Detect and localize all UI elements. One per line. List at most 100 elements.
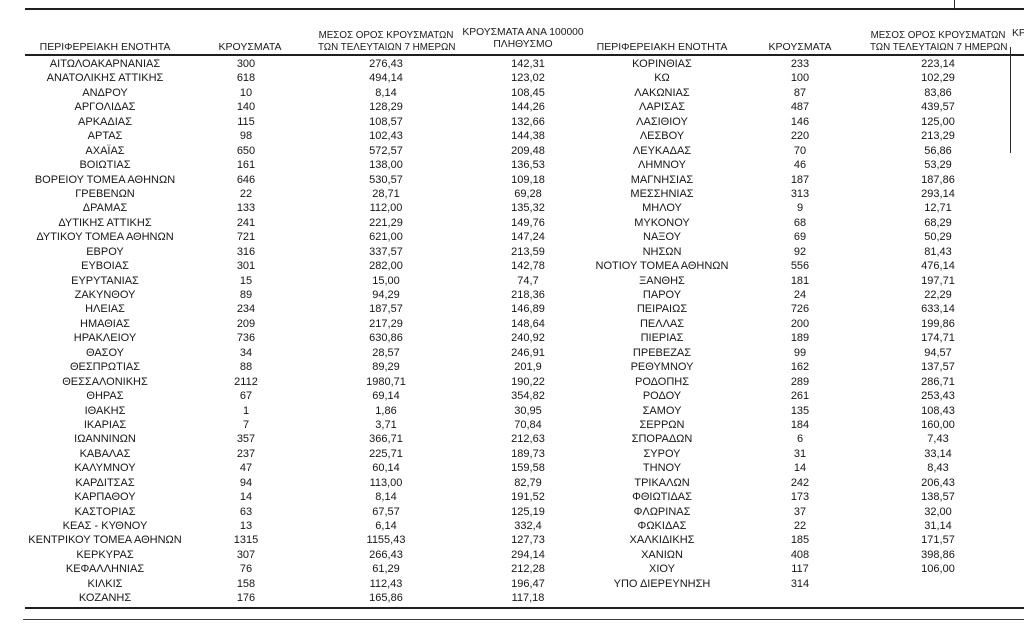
left-cases-header: ΚΡΟΥΣΜΑΤΑ: [218, 41, 282, 53]
avg7-cell: 138,57: [921, 491, 955, 504]
cases-cell: 220: [790, 130, 810, 143]
table-row: ΑΙΤΩΛΟΑΚΑΡΝΑΝΙΑΣ 300 276,43 142,31: [0, 57, 1024, 71]
cases-cell: 301: [236, 260, 256, 273]
region-cell: ΚΙΛΚΙΣ: [87, 577, 123, 590]
region-cell: ΚΑΒΑΛΑΣ: [79, 447, 131, 460]
cases-cell: 6: [796, 433, 804, 446]
per100k-cell: 209,48: [511, 144, 545, 157]
table-row: ΚΑΡΔΙΤΣΑΣ 94 113,00 82,79: [0, 476, 1024, 490]
region-cell: ΝΟΤΙΟΥ ΤΟΜΕΑ ΑΘΗΝΩΝ: [595, 260, 729, 273]
region-cell: ΕΥΡΥΤΑΝΙΑΣ: [71, 274, 139, 287]
table-row: ΚΕΝΤΡΙΚΟΥ ΤΟΜΕΑ ΑΘΗΝΩΝ 1315 1155,43 127,73: [0, 533, 1024, 547]
per100k-cell: 117,18: [511, 592, 545, 605]
per100k-cell: 142,78: [511, 260, 545, 273]
region-cell: ΚΕΡΚΥΡΑΣ: [76, 548, 134, 561]
avg7-cell: 8,43: [927, 462, 949, 475]
region-cell: ΣΥΡΟΥ: [643, 447, 681, 460]
cases-cell: 133: [236, 202, 256, 215]
header-underline: [25, 54, 1024, 56]
table-row: ΑΡΤΑΣ 98 102,43 144,38: [0, 129, 1024, 143]
per100k-cell: 332,4: [514, 520, 542, 532]
avg7-cell: 68,29: [924, 216, 952, 229]
avg7-cell: 89,29: [372, 361, 400, 374]
region-cell: ΝΗΣΩΝ: [642, 245, 682, 258]
per100k-cell: 146,89: [511, 303, 545, 316]
avg7-cell: 94,57: [924, 346, 952, 359]
avg7-cell: 67,57: [372, 505, 400, 518]
table-row: ΚΑΛΥΜΝΟΥ 47 60,14 159,58: [0, 461, 1024, 475]
region-cell: ΛΗΜΝΟΥ: [638, 159, 686, 172]
avg7-cell: 225,71: [369, 447, 403, 460]
table-row: ΚΑΒΑΛΑΣ 237 225,71 189,73: [0, 447, 1024, 461]
avg7-cell: 56,86: [924, 144, 952, 157]
cases-cell: 408: [790, 548, 810, 561]
cases-cell: 209: [236, 317, 256, 330]
avg7-cell: 187,86: [921, 173, 955, 186]
table-row: ΜΑΓΝΗΣΙΑΣ 187 187,86: [0, 173, 1024, 187]
region-cell: ΜΗΛΟΥ: [642, 202, 682, 215]
table-row: ΒΟΙΩΤΙΑΣ 161 138,00 136,53: [0, 158, 1024, 172]
table-row: ΠΕΙΡΑΙΩΣ 726 633,14: [0, 302, 1024, 316]
right-avg7-header-line1: ΜΕΣΟΣ ΟΡΟΣ ΚΡΟΥΣΜΑΤΩΝ: [870, 30, 1006, 41]
per100k-cell: 149,76: [511, 216, 545, 229]
avg7-cell: 494,14: [369, 72, 403, 85]
table-row: ΜΥΚΟΝΟΥ 68 68,29: [0, 216, 1024, 230]
region-cell: ΣΕΡΡΩΝ: [639, 418, 685, 431]
cases-cell: 89: [239, 289, 253, 301]
left-region-header: ΠΕΡΙΦΕΡΕΙΑΚΗ ΕΝΟΤΗΤΑ: [39, 41, 171, 53]
region-cell: ΜΑΓΝΗΣΙΑΣ: [630, 173, 694, 186]
cases-cell: 117: [791, 563, 809, 576]
region-cell: ΑΝΔΡΟΥ: [82, 86, 128, 99]
region-cell: ΚΑΛΥΜΝΟΥ: [74, 462, 136, 475]
table-row: ΤΗΝΟΥ 14 8,43: [0, 461, 1024, 475]
avg7-cell: 102,43: [369, 130, 403, 143]
per100k-cell: 82,79: [514, 476, 542, 489]
region-cell: ΒΟΙΩΤΙΑΣ: [79, 159, 131, 172]
avg7-cell: 94,29: [372, 289, 400, 301]
region-cell: ΠΕΙΡΑΙΩΣ: [636, 303, 688, 316]
cases-cell: 158: [236, 577, 256, 590]
cases-cell: 307: [236, 548, 256, 561]
cases-cell: 556: [790, 260, 810, 273]
cases-cell: 34: [239, 346, 253, 359]
avg7-cell: 266,43: [369, 548, 403, 561]
region-cell: ΘΕΣΠΡΩΤΙΑΣ: [69, 361, 141, 374]
region-cell: ΒΟΡΕΙΟΥ ΤΟΜΕΑ ΑΘΗΝΩΝ: [34, 173, 176, 186]
region-cell: ΡΕΘΥΜΝΟΥ: [630, 361, 694, 374]
table-row: ΕΒΡΟΥ 316 337,57 213,59: [0, 245, 1024, 259]
cases-cell: 67: [239, 390, 253, 403]
region-cell: ΚΕΑΣ - ΚΥΘΝΟΥ: [62, 520, 148, 532]
region-cell: ΧΙΟΥ: [649, 563, 675, 576]
table-row: ΧΑΝΙΩΝ 408 398,86: [0, 548, 1024, 562]
avg7-cell: 160,00: [921, 418, 955, 431]
avg7-cell: 125,00: [921, 115, 955, 128]
per100k-cell: 144,26: [511, 101, 545, 114]
region-cell: ΗΛΕΙΑΣ: [85, 303, 125, 316]
region-cell: ΧΑΛΚΙΔΙΚΗΣ: [629, 534, 695, 547]
per100k-cell: 189,73: [511, 447, 545, 460]
per100k-cell: 123,02: [511, 72, 545, 85]
cases-cell: 300: [236, 58, 256, 70]
region-cell: ΚΑΣΤΟΡΙΑΣ: [74, 505, 136, 518]
region-cell: ΡΟΔΟΠΗΣ: [634, 375, 690, 388]
table-row: ΠΕΛΛΑΣ 200 199,86: [0, 317, 1024, 331]
region-cell: ΦΛΩΡΙΝΑΣ: [633, 505, 691, 518]
table-row: ΙΚΑΡΙΑΣ 7 3,71 70,84: [0, 418, 1024, 432]
cases-cell: 22: [793, 520, 807, 532]
per100k-cell: 218,36: [511, 289, 545, 301]
table-row: ΚΩ 100 102,29: [0, 71, 1024, 85]
table-row: ΛΑΚΩΝΙΑΣ 87 83,86: [0, 86, 1024, 100]
per100k-cell: 212,63: [511, 433, 545, 446]
table-row: ΚΕΑΣ - ΚΥΘΝΟΥ 13 6,14 332,4: [0, 519, 1024, 533]
per100k-cell: 125,19: [511, 505, 545, 518]
table-row: ΚΕΦΑΛΛΗΝΙΑΣ 76 61,29 212,28: [0, 562, 1024, 576]
cases-cell: 316: [236, 245, 256, 258]
region-cell: ΓΡΕΒΕΝΩΝ: [75, 187, 135, 200]
cases-cell: 99: [793, 346, 807, 359]
table-row: ΛΑΣΙΘΙΟΥ 146 125,00: [0, 115, 1024, 129]
avg7-cell: 15,00: [372, 274, 400, 287]
cases-cell: 189: [790, 332, 810, 345]
avg7-cell: 476,14: [921, 260, 955, 273]
per100k-cell: 70,84: [514, 418, 542, 431]
